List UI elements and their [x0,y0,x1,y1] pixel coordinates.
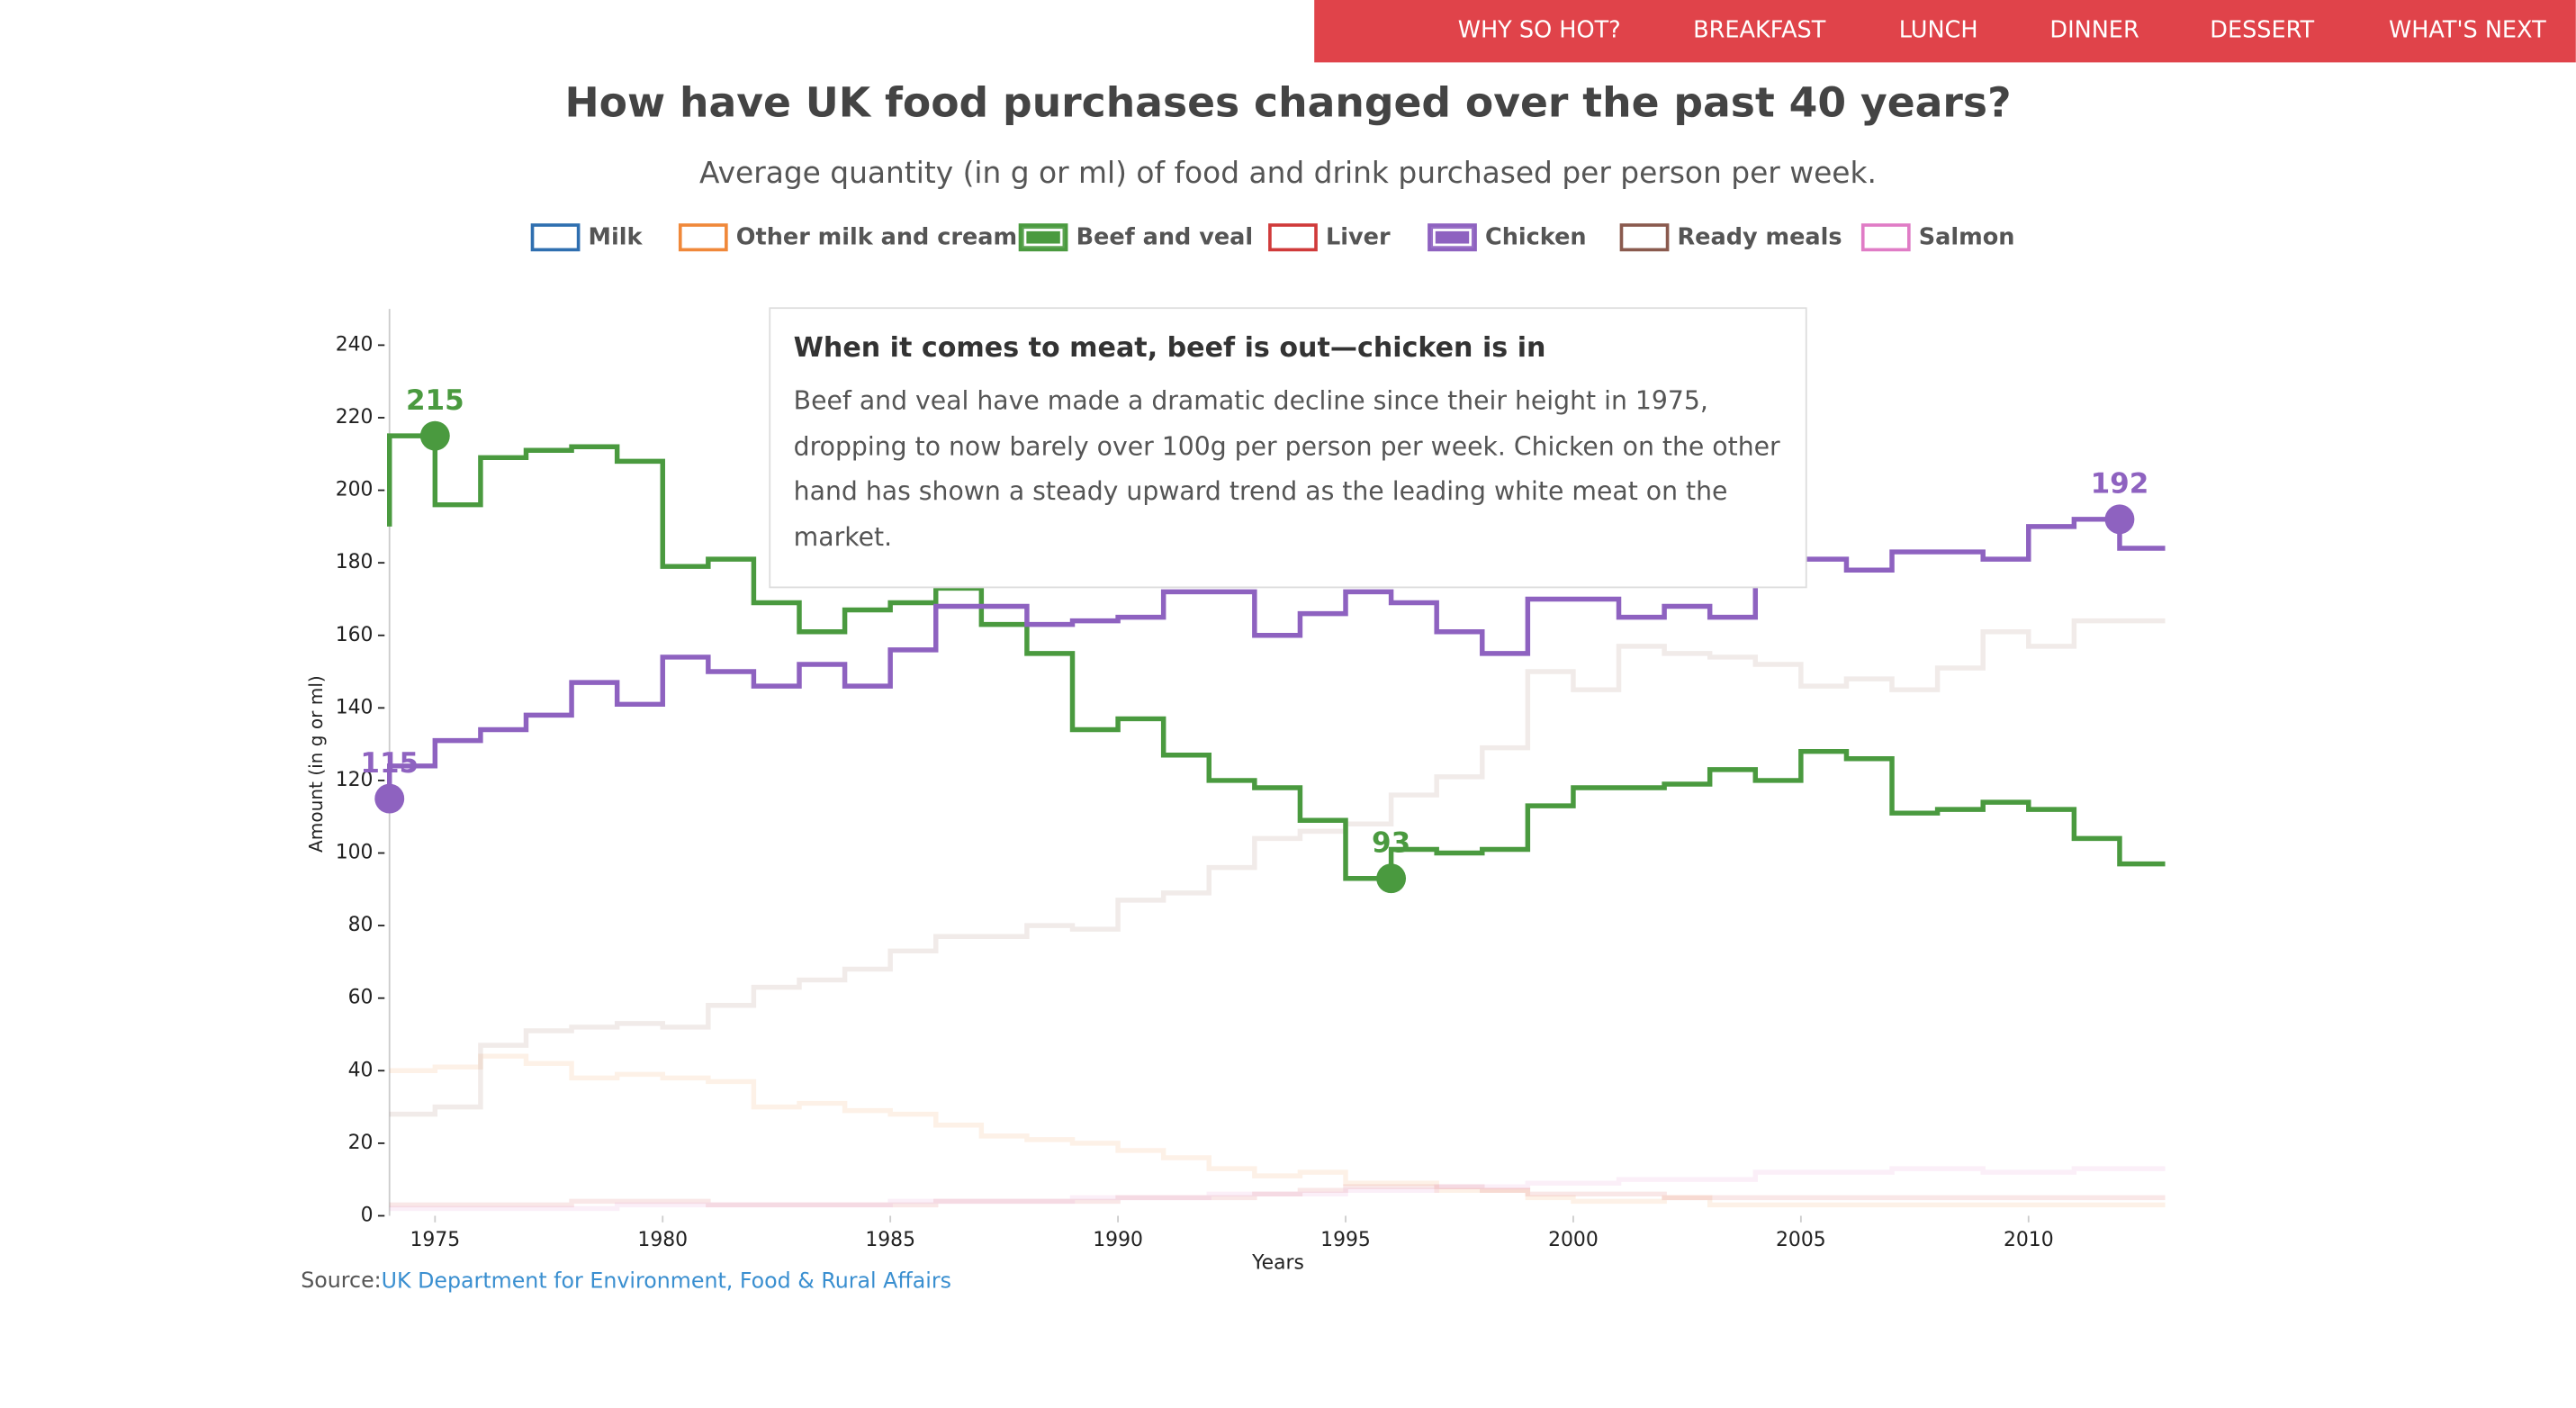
annotation-box: When it comes to meat, beef is out—chick… [769,307,1807,589]
chart-title: How have UK food purchases changed over … [564,78,2011,126]
legend-label[interactable]: Salmon [1919,224,2015,251]
nav-bar [1314,0,2576,63]
y-tick-label: 60 [348,987,374,1009]
y-tick-label: 220 [336,406,374,429]
y-axis-label: Amount (in g or ml) [305,675,327,853]
x-axis-label: Years [1251,1251,1304,1274]
x-tick-label: 1985 [865,1229,915,1251]
point-label: 115 [360,747,419,780]
annotation-title: When it comes to meat, beef is out—chick… [793,331,1546,364]
nav-item[interactable]: WHAT'S NEXT [2389,17,2546,44]
y-tick-label: 40 [348,1059,374,1081]
annotation: When it comes to meat, beef is out—chick… [769,307,1807,589]
y-tick-label: 200 [336,479,374,501]
annotation-text: Beef and veal have made a dramatic decli… [793,385,1780,552]
point-marker [374,783,405,814]
y-tick-label: 180 [336,551,374,573]
y-tick-label: 0 [361,1204,374,1226]
legend-swatch-inner [1433,229,1472,247]
series-line [389,1166,2166,1212]
x-tick-label: 1975 [410,1229,460,1251]
y-tick-label: 160 [336,624,374,646]
point-label: 215 [406,384,464,417]
legend-swatch [1619,223,1670,252]
nav-item[interactable]: DESSERT [2210,17,2314,44]
x-tick-label: 1980 [637,1229,688,1251]
y-tick-label: 120 [336,769,374,791]
legend-label[interactable]: Other milk and cream [736,224,1017,251]
point-label: 192 [2091,467,2149,500]
series-line [389,1053,2166,1208]
legend-swatch [1860,223,1911,252]
legend-label[interactable]: Ready meals [1678,224,1842,251]
y-tick-label: 140 [336,696,374,718]
series-line [389,1184,2166,1208]
x-tick-label: 1995 [1320,1229,1371,1251]
x-tick-label: 2005 [1776,1229,1826,1251]
series-line [389,618,2166,1117]
nav-item[interactable]: WHY SO HOT? [1458,17,1621,44]
point-marker [2104,504,2135,535]
point-marker [419,420,450,451]
legend-swatch [530,223,581,252]
nav-item[interactable]: BREAKFAST [1693,17,1826,44]
y-tick-label: 100 [336,842,374,864]
series-line [387,517,2166,799]
y-tick-label: 20 [348,1132,374,1154]
source-label: Source:UK Department for Environment, Fo… [301,1268,951,1293]
nav-item[interactable]: DINNER [2049,17,2139,44]
x-tick-label: 2000 [1548,1229,1599,1251]
y-tick-label: 80 [348,914,374,936]
legend-label[interactable]: Liver [1326,224,1391,251]
series-line [387,433,2166,881]
source-link[interactable]: UK Department for Environment, Food & Ru… [382,1268,951,1293]
legend-swatch-inner [1023,229,1063,247]
legend-label[interactable]: Milk [589,224,644,251]
chart-subtitle: Average quantity (in g or ml) of food an… [699,156,1877,190]
legend-label[interactable]: Beef and veal [1076,224,1254,251]
point-marker [1376,863,1407,894]
nav-item[interactable]: LUNCH [1899,17,1978,44]
legend-swatch [1268,223,1318,252]
x-tick-label: 1990 [1093,1229,1143,1251]
legend-swatch [678,223,728,252]
point-label: 93 [1372,826,1410,859]
legend-label[interactable]: Chicken [1485,224,1587,251]
y-tick-label: 240 [336,333,374,356]
x-tick-label: 2010 [2004,1229,2054,1251]
